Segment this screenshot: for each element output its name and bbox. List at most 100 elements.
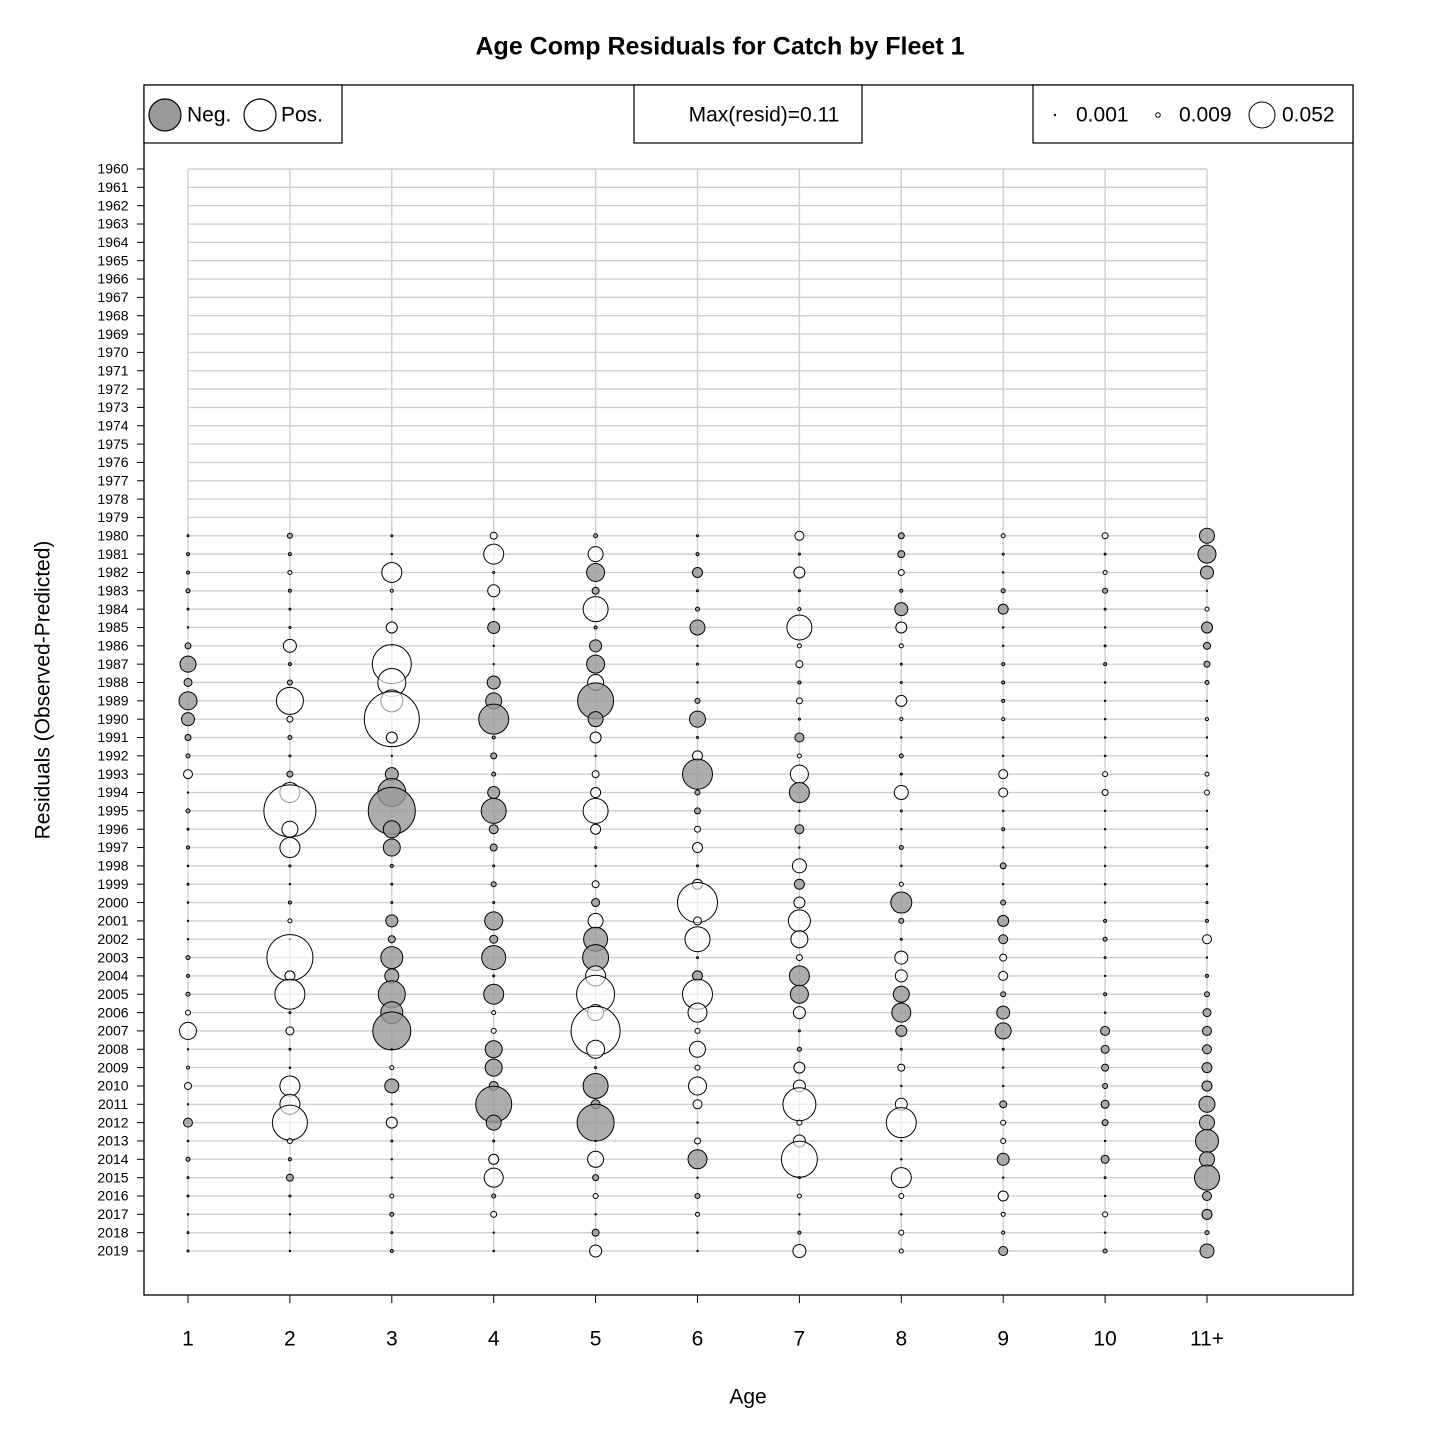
bubble xyxy=(1103,864,1107,868)
y-tick-label: 2013 xyxy=(97,1133,128,1149)
bubble xyxy=(390,1048,393,1051)
bubble xyxy=(1001,717,1006,722)
bubble xyxy=(184,734,192,742)
bubble xyxy=(1100,1154,1110,1164)
y-tick-label: 2011 xyxy=(98,1096,128,1112)
bubble xyxy=(696,534,699,538)
bubble xyxy=(288,607,292,611)
bubble xyxy=(478,703,510,735)
bubble xyxy=(287,735,293,741)
bubble xyxy=(694,697,701,704)
bubble xyxy=(186,791,190,794)
bubble xyxy=(490,752,498,760)
bubble xyxy=(489,934,499,944)
y-tick-label: 1969 xyxy=(97,326,128,342)
bubble xyxy=(687,1149,708,1170)
bubble xyxy=(789,984,809,1004)
bubble xyxy=(185,1156,191,1162)
bubble xyxy=(796,1193,802,1199)
bubble xyxy=(692,1099,703,1110)
bubble xyxy=(1002,571,1005,574)
bubble xyxy=(998,970,1009,981)
bubble xyxy=(591,880,600,889)
bubble xyxy=(492,644,495,648)
bubble xyxy=(481,945,507,971)
bubble xyxy=(1102,587,1109,594)
bubble xyxy=(1103,809,1107,813)
bubble xyxy=(1001,552,1005,556)
y-tick-label: 2002 xyxy=(97,931,128,947)
y-tick-label: 2000 xyxy=(97,894,128,910)
bubble xyxy=(186,607,190,611)
bubble xyxy=(285,1173,294,1182)
bubble xyxy=(288,1047,292,1051)
bubble xyxy=(1100,1044,1110,1054)
bubble xyxy=(899,717,904,722)
bubble xyxy=(287,662,292,667)
bubble xyxy=(492,974,496,978)
bubble xyxy=(185,588,191,594)
bubble xyxy=(796,1119,803,1126)
bubble xyxy=(794,732,805,743)
bubble xyxy=(999,1100,1008,1109)
bubble xyxy=(385,914,399,928)
bubble xyxy=(786,614,813,641)
bubble xyxy=(484,1058,503,1077)
bubble xyxy=(1103,1011,1107,1014)
bubble xyxy=(288,754,292,758)
bubble xyxy=(286,1137,293,1144)
bubble xyxy=(794,530,805,541)
y-tick-label: 2004 xyxy=(97,968,128,984)
bubble xyxy=(1000,991,1007,998)
bubble xyxy=(390,1139,394,1143)
bubble xyxy=(389,1193,395,1199)
bubble xyxy=(899,772,903,776)
bubble xyxy=(696,1231,699,1234)
legend-pos-symbol xyxy=(243,98,277,132)
bubble xyxy=(287,1157,292,1162)
bubble xyxy=(1002,754,1005,758)
y-axis-label: Residuals (Observed-Predicted) xyxy=(32,541,55,840)
y-tick-label: 1985 xyxy=(97,619,128,635)
bubble xyxy=(480,797,507,824)
bubble xyxy=(899,809,903,813)
bubble xyxy=(186,1249,190,1253)
bubble xyxy=(1103,1139,1107,1143)
bubble xyxy=(389,1249,394,1253)
bubble xyxy=(381,561,403,583)
bubble xyxy=(287,569,293,575)
bubble xyxy=(587,711,604,728)
bubble xyxy=(179,1021,197,1040)
y-tick-label: 1999 xyxy=(97,876,128,892)
bubble xyxy=(389,1065,395,1071)
bubble xyxy=(696,956,699,960)
bubble xyxy=(998,934,1009,945)
bubble xyxy=(487,584,501,598)
bubble xyxy=(483,983,505,1005)
bubble xyxy=(288,1231,292,1234)
bubble xyxy=(999,953,1008,962)
y-tick-label: 2016 xyxy=(97,1188,128,1204)
bubble xyxy=(594,1066,598,1070)
bubble xyxy=(898,643,904,649)
bubble xyxy=(897,1063,906,1072)
bubble xyxy=(1103,699,1107,703)
size-legend-label: 0.052 xyxy=(1282,104,1335,127)
y-tick-label: 1982 xyxy=(97,564,128,580)
bubble xyxy=(1199,1151,1215,1168)
bubble xyxy=(186,1103,190,1106)
bubble xyxy=(1103,754,1107,758)
bubble xyxy=(281,820,299,838)
bubble xyxy=(186,973,190,978)
bubble xyxy=(791,858,807,874)
bubble xyxy=(287,900,292,905)
bubble xyxy=(899,662,903,666)
bubble xyxy=(696,681,699,684)
bubble xyxy=(696,644,699,648)
bubble xyxy=(1202,1044,1212,1055)
bubble xyxy=(900,1139,903,1143)
x-tick-label: 9 xyxy=(997,1328,1009,1351)
y-tick-label: 1965 xyxy=(97,252,128,268)
bubble xyxy=(693,916,702,926)
bubble xyxy=(1103,974,1107,978)
